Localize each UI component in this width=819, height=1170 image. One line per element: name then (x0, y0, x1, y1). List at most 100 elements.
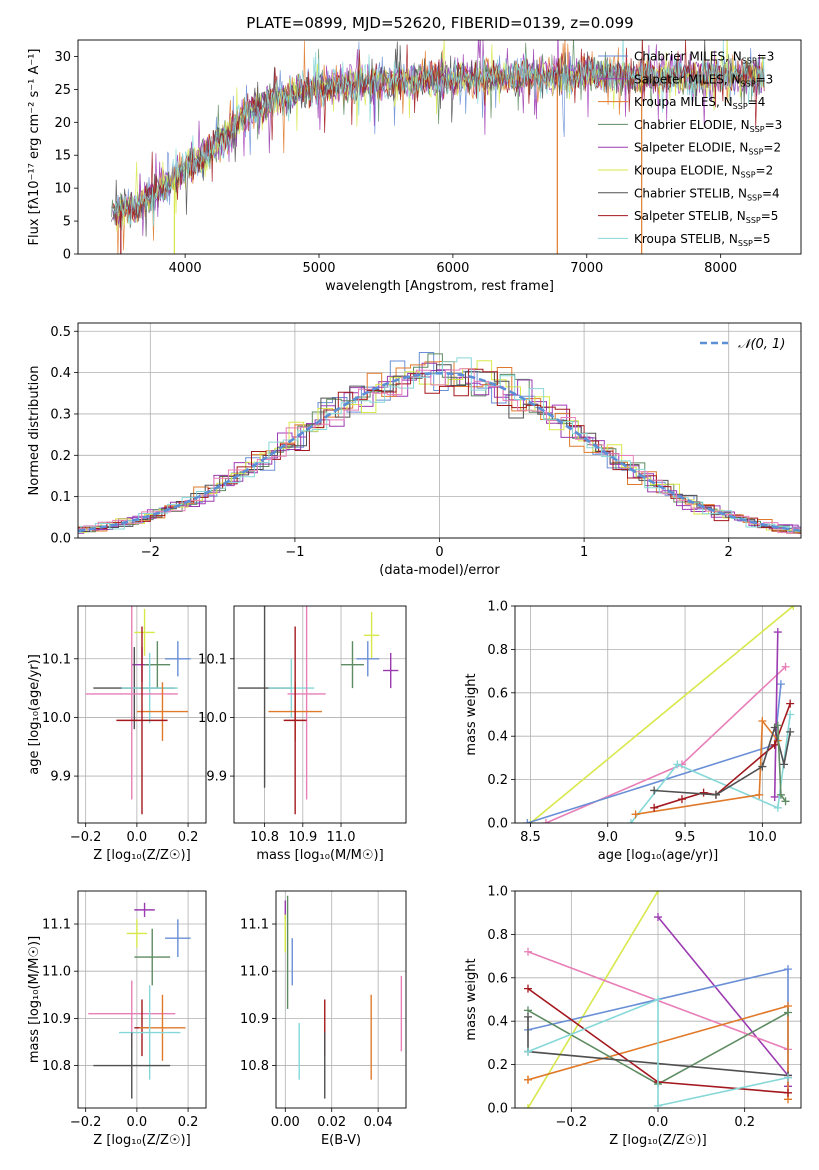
x-axis-label: Z [log₁₀(Z/Z☉)] (93, 848, 190, 863)
y-tick-label: 0.8 (487, 643, 508, 658)
weight-point-marker (781, 662, 790, 671)
legend-label: 𝒩(0, 1) (738, 337, 785, 352)
y-axis-label: mass weight (464, 958, 479, 1040)
weight-point-marker (776, 680, 785, 689)
x-tick-label: 7000 (570, 261, 603, 276)
y-tick-label: 11.1 (42, 918, 71, 933)
weight-point-marker (626, 819, 635, 823)
y-tick-label: 1.0 (487, 600, 508, 615)
weight-point-marker (677, 795, 686, 804)
weight-series-line (529, 606, 794, 823)
legend-label: Kroupa STELIB, NSSP=5 (634, 232, 771, 248)
panel-mass-vs-EBV: 0.00 0.02 0.04 10.8 10.9 11.0 11.1 E(B-V) (240, 890, 407, 1148)
spectrum-series-line (113, 40, 765, 231)
weight-point-marker (631, 810, 640, 819)
x-tick-label: −0.2 (70, 830, 102, 845)
spectrum-series-line (112, 40, 765, 228)
y-tick-label: 0.0 (487, 817, 508, 832)
x-tick-label: 10.9 (288, 830, 317, 845)
panel-age-vs-mass: 10.8 10.9 11.0 9.9 10.0 10.1 mass [log₁₀(M/M☉)… (198, 605, 407, 863)
x-tick-label: −0.2 (70, 1115, 102, 1130)
y-tick-label: 0.1 (50, 490, 71, 505)
y-tick-label: 0.6 (487, 686, 508, 701)
y-tick-label: 10.0 (198, 711, 227, 726)
y-tick-label: 10.1 (198, 652, 227, 667)
x-axis-label: wavelength [Angstrom, rest frame] (325, 279, 554, 294)
y-axis-label: age [log₁₀(age/yr)] (27, 654, 42, 775)
weight-point-marker (524, 1012, 532, 1021)
x-tick-label: 8000 (704, 261, 737, 276)
weight-point-marker (758, 762, 767, 771)
x-tick-label: 0 (435, 545, 443, 560)
y-axis-label: Flux [fλ10⁻¹⁷ erg cm⁻² s⁻¹ A⁻¹] (27, 49, 42, 246)
weight-point-marker (758, 717, 767, 726)
weight-point-marker (654, 913, 662, 922)
normal-curve (78, 371, 801, 533)
x-axis-label: (data-model)/error (379, 563, 500, 578)
x-tick-label: 9.0 (597, 830, 618, 845)
histogram-series (78, 364, 801, 532)
weight-point-marker (650, 786, 659, 795)
y-tick-label: 11.1 (240, 918, 269, 933)
x-tick-label: 9.5 (675, 830, 696, 845)
legend-label: Salpeter ELODIE, NSSP=2 (634, 141, 781, 157)
y-tick-label: 10.9 (42, 1012, 71, 1027)
weight-point-marker (524, 1047, 532, 1056)
weight-point-marker (699, 788, 708, 797)
weight-point-marker (770, 792, 779, 801)
legend: Chabrier MILES, NSSP=3 Salpeter MILES, NS… (598, 50, 782, 248)
weight-point-marker (654, 891, 662, 895)
weight-point-marker (526, 819, 535, 823)
weight-point-marker (786, 727, 795, 736)
axes-frame (275, 890, 407, 1109)
panel-spectrum: 4000 5000 6000 7000 8000 0 5 10 15 20 25 30 waveleng… (27, 39, 802, 294)
legend-label: Salpeter MILES, NSSP=3 (634, 72, 773, 88)
x-tick-label: −1 (285, 545, 304, 560)
x-tick-label: −0.2 (556, 1115, 588, 1130)
weight-point-marker (654, 995, 662, 1004)
x-tick-label: 10.8 (250, 830, 279, 845)
x-axis-label: age [log₁₀(age/yr)] (598, 848, 719, 863)
weight-series-line (773, 631, 779, 798)
weight-point-marker (773, 803, 782, 812)
x-tick-label: 10.0 (748, 830, 777, 845)
weight-point-marker (784, 965, 792, 974)
y-axis-label: mass [log₁₀(M/M☉)] (27, 936, 42, 1063)
y-tick-label: 0.4 (50, 366, 71, 381)
y-tick-label: 0.2 (50, 449, 71, 464)
plot-area (88, 902, 191, 1099)
y-tick-label: 9.9 (50, 770, 71, 785)
y-tick-label: 10.0 (42, 711, 71, 726)
panel-weight-vs-Z: −0.2 0.0 0.2 0.0 0.2 0.4 0.6 0.8 1.0 Z [log₁₀(Z/Z… (464, 885, 802, 1148)
histogram-series (78, 368, 801, 534)
panel-residuals: −2 −1 0 1 2 0.0 0.1 0.2 0.3 0.4 0.5 (data-model)/er… (27, 322, 802, 578)
weight-point-marker (650, 803, 659, 812)
weight-point-marker (779, 760, 788, 769)
weight-point-marker (770, 740, 779, 749)
legend-label: Chabrier ELODIE, NSSP=3 (634, 118, 782, 134)
plot-area (111, 40, 766, 254)
x-tick-label: 1 (580, 545, 588, 560)
x-tick-label: 0.04 (364, 1115, 393, 1130)
weight-point-marker (524, 947, 532, 956)
weight-point-marker (523, 819, 532, 823)
weight-point-marker (784, 1088, 792, 1097)
weight-point-marker (784, 1008, 792, 1017)
y-axis-label: Normed distribution (27, 366, 42, 496)
weight-point-marker (755, 790, 764, 799)
y-tick-label: 10.8 (240, 1059, 269, 1074)
x-tick-label: 11.0 (327, 830, 356, 845)
x-tick-label: 0.0 (127, 830, 148, 845)
x-tick-label: 0.2 (178, 830, 199, 845)
y-tick-label: 5 (63, 215, 71, 230)
legend-label: Chabrier MILES, NSSP=3 (634, 50, 774, 66)
x-tick-label: 6000 (436, 261, 469, 276)
y-tick-label: 0.6 (487, 971, 508, 986)
y-tick-label: 0.5 (50, 325, 71, 340)
weight-point-marker (673, 760, 682, 769)
weight-point-marker (524, 984, 532, 993)
y-tick-label: 15 (54, 149, 71, 164)
y-tick-label: 0.2 (487, 773, 508, 788)
y-tick-label: 0.3 (50, 407, 71, 422)
y-tick-label: 0.4 (487, 1015, 508, 1030)
